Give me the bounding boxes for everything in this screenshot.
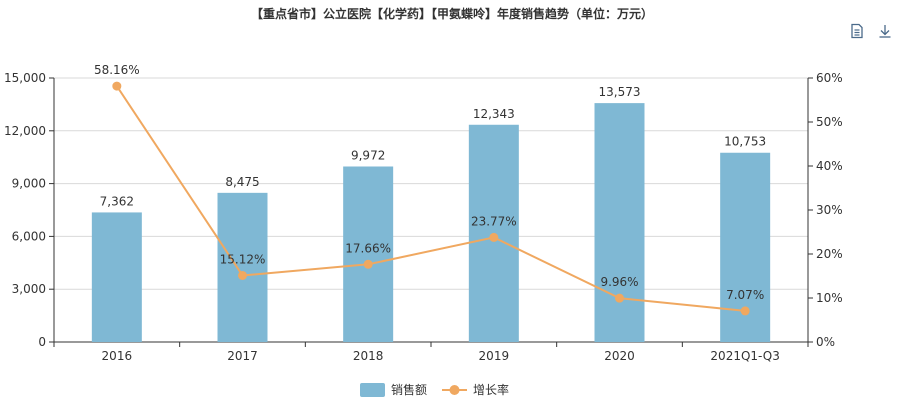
bar[interactable] [217,192,268,342]
line-value-label: 9.96% [600,275,638,289]
y-right-tick-label: 60% [816,71,843,85]
y-left-tick-label: 6,000 [12,229,46,243]
bar-value-label: 12,343 [473,107,515,121]
line-value-label: 58.16% [94,63,140,77]
y-right-tick-label: 40% [816,159,843,173]
y-right-tick-label: 10% [816,291,843,305]
legend-line-label: 增长率 [473,382,509,397]
line-point[interactable] [740,306,750,316]
chart-toolbar [848,22,894,40]
bar[interactable] [594,103,645,342]
y-left-tick-label: 12,000 [4,124,46,138]
line-point[interactable] [112,81,122,91]
y-left-tick-label: 0 [38,335,46,349]
line-value-label: 17.66% [345,241,391,255]
download-icon[interactable] [876,22,894,40]
line-value-label: 23.77% [471,214,517,228]
legend-bar-swatch[interactable] [360,383,385,397]
y-left-tick-label: 9,000 [12,177,46,191]
y-right-tick-label: 0% [816,335,835,349]
growth-rate-line [116,85,746,312]
bar-value-label: 9,972 [351,148,385,162]
line-point[interactable] [615,293,624,303]
x-tick-label: 2017 [227,349,258,363]
line-point[interactable] [238,270,247,280]
y-right-tick-label: 20% [816,247,843,261]
x-tick-label: 2016 [102,349,133,363]
legend-bar-label: 销售额 [391,382,427,397]
x-tick-label: 2020 [604,349,635,363]
bar[interactable] [91,212,142,342]
bar-value-label: 10,753 [724,135,766,149]
line-value-label: 7.07% [726,288,764,302]
y-right-tick-label: 30% [816,203,843,217]
bar-value-label: 7,362 [100,194,134,208]
bar-value-label: 13,573 [599,85,641,99]
y-right-tick-label: 50% [816,115,843,129]
x-tick-label: 2021Q1-Q3 [710,349,779,363]
chart-title: 【重点省市】公立医院【化学药】【甲氨蝶呤】年度销售趋势（单位：万元） [250,7,653,21]
y-left-tick-label: 3,000 [12,282,46,296]
data-view-icon[interactable] [848,22,866,40]
x-tick-label: 2019 [479,349,510,363]
bar-value-label: 8,475 [225,175,259,189]
y-left-tick-label: 15,000 [4,71,46,85]
x-tick-label: 2018 [353,349,384,363]
line-value-label: 15.12% [220,252,266,266]
line-point[interactable] [489,232,499,242]
legend-line-marker [449,385,460,395]
bar[interactable] [343,166,394,342]
line-point[interactable] [363,259,373,269]
